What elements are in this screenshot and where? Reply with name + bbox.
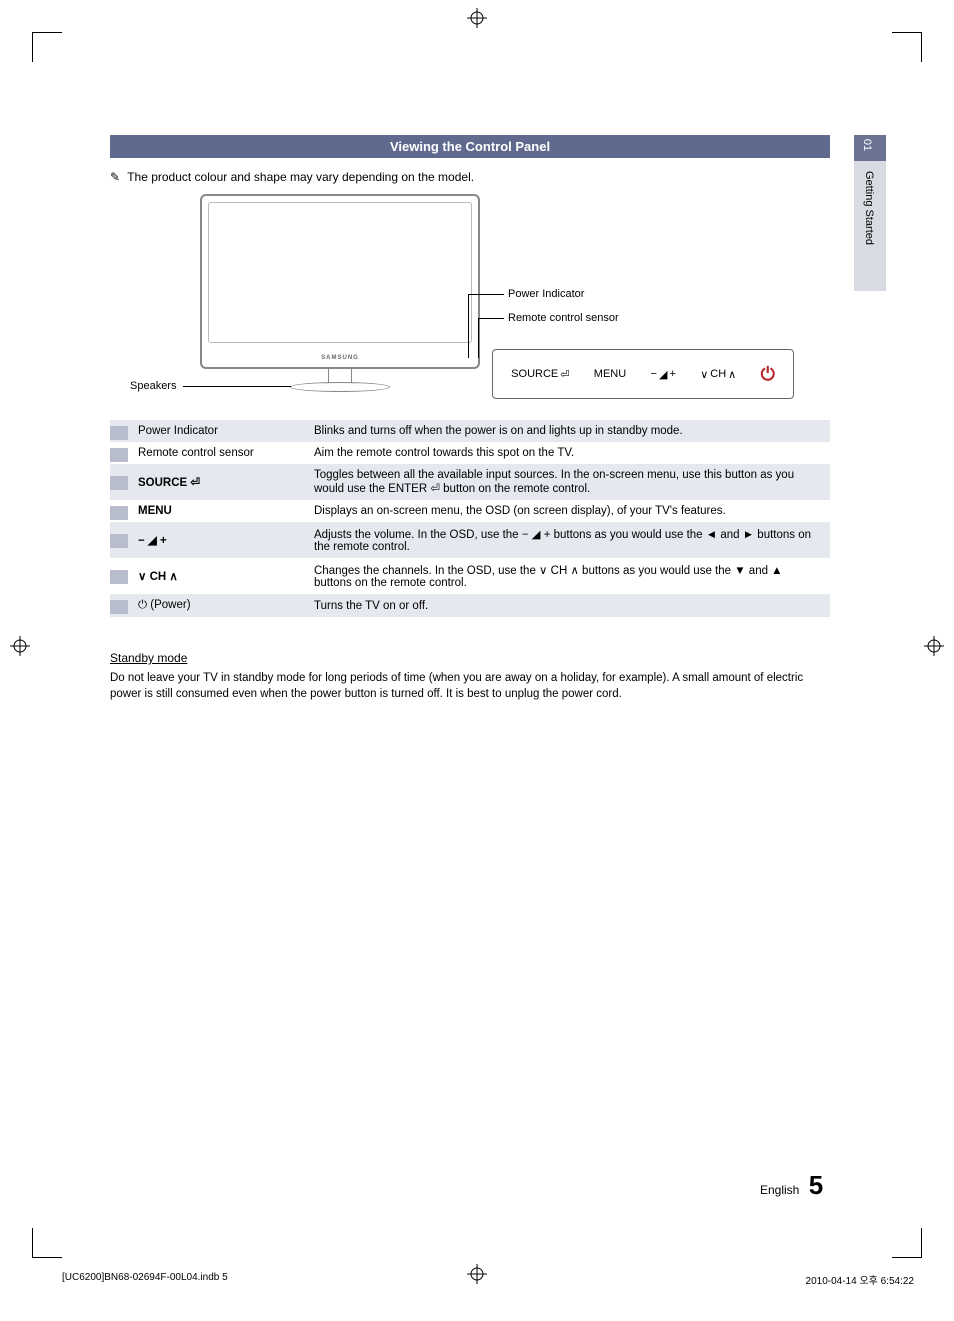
table-label: − ◢ + bbox=[138, 535, 167, 547]
panel-volume-label: − ◢ + bbox=[651, 368, 676, 381]
standby-heading: Standby mode bbox=[110, 651, 880, 667]
print-footer-right: 2010-04-14 오후 6:54:22 bbox=[806, 1272, 914, 1287]
row-marker bbox=[110, 476, 128, 490]
table-label-cell: SOURCE ⏎ bbox=[110, 464, 306, 500]
row-marker bbox=[110, 506, 128, 520]
table-row: MENU Displays an on-screen menu, the OSD … bbox=[110, 500, 830, 522]
table-row: − ◢ + Adjusts the volume. In the OSD, use… bbox=[110, 522, 830, 558]
crop-mark bbox=[892, 32, 922, 62]
table-row: ∨ CH ∧ Changes the channels. In the OSD, … bbox=[110, 558, 830, 594]
leader-line bbox=[478, 318, 504, 319]
note-line: ✎ The product colour and shape may vary … bbox=[110, 170, 880, 184]
registration-mark-icon bbox=[467, 8, 487, 28]
diagram-remote-sensor-label: Remote control sensor bbox=[508, 312, 619, 324]
table-label: ⏻ (Power) bbox=[138, 599, 191, 611]
note-icon: ✎ bbox=[110, 170, 120, 184]
diagram-power-indicator-label: Power Indicator bbox=[508, 288, 584, 300]
tv-outline: SAMSUNG bbox=[200, 194, 480, 369]
registration-mark-icon bbox=[10, 636, 30, 656]
tv-screen bbox=[208, 202, 472, 343]
row-marker bbox=[110, 426, 128, 440]
table-desc-cell: Adjusts the volume. In the OSD, use the … bbox=[306, 522, 830, 558]
table-label: Remote control sensor bbox=[138, 447, 254, 459]
panel-channel-label: ∨ CH ∧ bbox=[700, 368, 736, 381]
panel-source-label: SOURCE ⏎ bbox=[511, 368, 569, 381]
footer-language: English bbox=[760, 1183, 799, 1197]
registration-mark-icon bbox=[467, 1264, 487, 1284]
crop-mark bbox=[32, 32, 62, 62]
table-row: Power Indicator Blinks and turns off when… bbox=[110, 420, 830, 442]
table-label-cell: ⏻ (Power) bbox=[110, 594, 306, 617]
leader-line bbox=[468, 294, 469, 358]
table-desc-cell: Aim the remote control towards this spot… bbox=[306, 442, 830, 464]
print-footer-left: [UC6200]BN68-02694F-00L04.indb 5 bbox=[62, 1272, 228, 1283]
registration-mark-icon bbox=[924, 636, 944, 656]
row-marker bbox=[110, 534, 128, 548]
table-desc-cell: Toggles between all the available input … bbox=[306, 464, 830, 500]
table-label-cell: − ◢ + bbox=[110, 522, 306, 558]
table-label-cell: Remote control sensor bbox=[110, 442, 306, 464]
crop-mark bbox=[892, 1228, 922, 1258]
table-desc-cell: Blinks and turns off when the power is o… bbox=[306, 420, 830, 442]
table-row: SOURCE ⏎ Toggles between all the availabl… bbox=[110, 464, 830, 500]
tv-stand-base bbox=[290, 382, 390, 392]
standby-text: Do not leave your TV in standby mode for… bbox=[110, 671, 830, 702]
leader-line bbox=[468, 294, 504, 295]
table-label-cell: ∨ CH ∧ bbox=[110, 558, 306, 594]
enter-icon: ⏎ bbox=[560, 368, 569, 381]
table-label: Power Indicator bbox=[138, 425, 218, 437]
diagram-speakers-label: Speakers bbox=[130, 380, 176, 392]
table-desc-cell: Changes the channels. In the OSD, use th… bbox=[306, 558, 830, 594]
tv-diagram: SAMSUNG Power Indicator Remote control s… bbox=[110, 194, 830, 414]
leader-line bbox=[478, 318, 479, 358]
table-label: ∨ CH ∧ bbox=[138, 571, 178, 583]
section-header: Viewing the Control Panel bbox=[110, 135, 830, 158]
leader-line bbox=[183, 386, 291, 387]
table-label: MENU bbox=[138, 505, 172, 517]
row-marker bbox=[110, 600, 128, 614]
table-label-cell: Power Indicator bbox=[110, 420, 306, 442]
panel-menu-label: MENU bbox=[594, 368, 626, 380]
table-label-cell: MENU bbox=[110, 500, 306, 522]
tv-brand-label: SAMSUNG bbox=[321, 355, 359, 361]
table-label: SOURCE ⏎ bbox=[138, 477, 200, 489]
note-text: The product colour and shape may vary de… bbox=[127, 170, 474, 184]
row-marker bbox=[110, 448, 128, 462]
power-icon: ⏻ bbox=[761, 364, 775, 385]
table-row: Remote control sensor Aim the remote cont… bbox=[110, 442, 830, 464]
footer-page-number: 5 bbox=[809, 1170, 823, 1200]
table-row: ⏻ (Power) Turns the TV on or off. bbox=[110, 594, 830, 617]
page-footer: English 5 bbox=[760, 1170, 823, 1201]
row-marker bbox=[110, 570, 128, 584]
control-buttons-panel: SOURCE ⏎ MENU − ◢ + ∨ CH ∧ ⏻ bbox=[492, 349, 794, 399]
crop-mark bbox=[32, 1228, 62, 1258]
volume-icon: ◢ bbox=[659, 368, 667, 381]
table-desc-cell: Displays an on-screen menu, the OSD (on … bbox=[306, 500, 830, 522]
table-desc-cell: Turns the TV on or off. bbox=[306, 594, 830, 617]
tv-stand-neck bbox=[328, 369, 352, 383]
control-panel-table: Power Indicator Blinks and turns off when… bbox=[110, 420, 830, 617]
